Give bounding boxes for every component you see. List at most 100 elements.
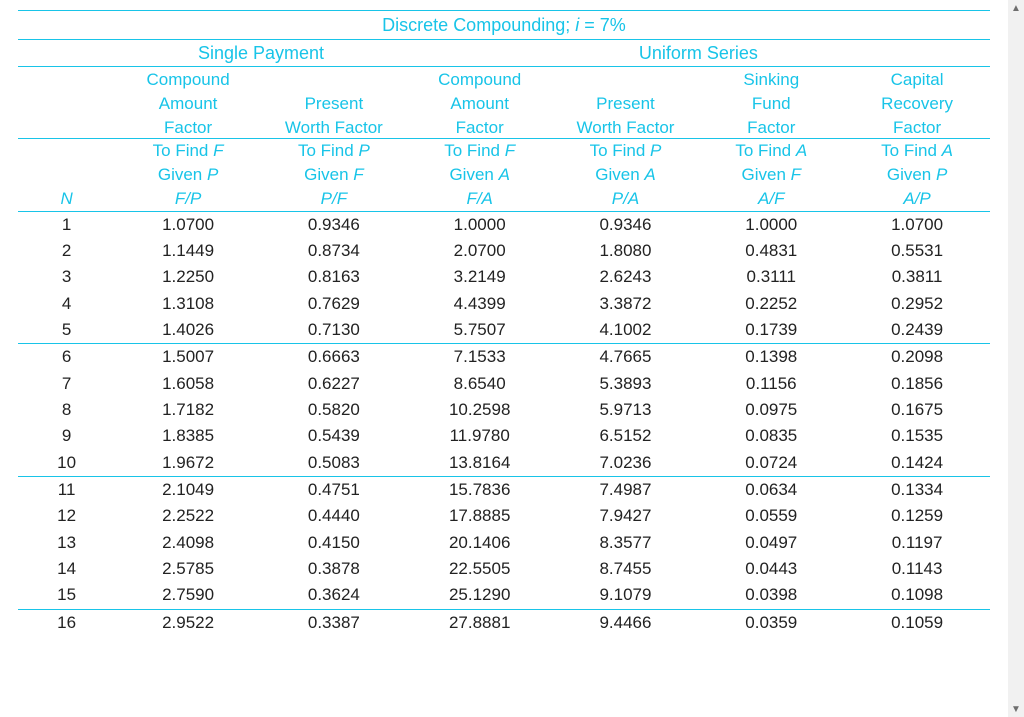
cell-n: 1 bbox=[18, 211, 115, 238]
table-row: 152.75900.362425.12909.10790.03980.1098 bbox=[18, 582, 990, 609]
cell-3: 4.1002 bbox=[553, 317, 699, 344]
table-row: 51.40260.71305.75074.10020.17390.2439 bbox=[18, 317, 990, 344]
cell-3: 1.8080 bbox=[553, 238, 699, 264]
scroll-up-arrow[interactable]: ▲ bbox=[1008, 0, 1024, 16]
cell-1: 0.4440 bbox=[261, 503, 407, 529]
cell-4: 0.1156 bbox=[698, 371, 844, 397]
cell-3: 7.4987 bbox=[553, 476, 699, 503]
cell-5: 0.1424 bbox=[844, 450, 990, 477]
cell-3: 7.9427 bbox=[553, 503, 699, 529]
cell-4: 0.0975 bbox=[698, 397, 844, 423]
cell-4: 0.0497 bbox=[698, 530, 844, 556]
to-find-2: To Find F bbox=[407, 139, 553, 163]
factor-name-row-2: FactorWorth FactorFactorWorth FactorFact… bbox=[18, 115, 990, 139]
table-row: 21.14490.87342.07001.80800.48310.5531 bbox=[18, 238, 990, 264]
cell-3: 9.4466 bbox=[553, 609, 699, 636]
cell-5: 0.2439 bbox=[844, 317, 990, 344]
cell-2: 15.7836 bbox=[407, 476, 553, 503]
cell-3: 4.7665 bbox=[553, 344, 699, 371]
cell-n: 9 bbox=[18, 423, 115, 449]
factor-name-blank bbox=[18, 91, 115, 115]
cell-2: 11.9780 bbox=[407, 423, 553, 449]
cell-3: 3.3872 bbox=[553, 291, 699, 317]
ratio-5: A/P bbox=[844, 187, 990, 211]
cell-3: 9.1079 bbox=[553, 582, 699, 609]
cell-n: 4 bbox=[18, 291, 115, 317]
cell-0: 1.7182 bbox=[115, 397, 261, 423]
cell-2: 7.1533 bbox=[407, 344, 553, 371]
cell-0: 2.9522 bbox=[115, 609, 261, 636]
vertical-scrollbar[interactable]: ▲ ▼ bbox=[1008, 0, 1024, 717]
cell-5: 0.5531 bbox=[844, 238, 990, 264]
table-row: 31.22500.81633.21492.62430.31110.3811 bbox=[18, 264, 990, 290]
cell-1: 0.7629 bbox=[261, 291, 407, 317]
table-row: 101.96720.508313.81647.02360.07240.1424 bbox=[18, 450, 990, 477]
cell-0: 1.8385 bbox=[115, 423, 261, 449]
ratio-row: NF/PP/FF/AP/AA/FA/P bbox=[18, 187, 990, 211]
cell-5: 0.1334 bbox=[844, 476, 990, 503]
cell-2: 27.8881 bbox=[407, 609, 553, 636]
scroll-down-arrow[interactable]: ▼ bbox=[1008, 701, 1024, 717]
given-1: Given F bbox=[261, 163, 407, 187]
factor-name-2-2: Factor bbox=[407, 115, 553, 139]
cell-0: 2.5785 bbox=[115, 556, 261, 582]
cell-4: 0.0443 bbox=[698, 556, 844, 582]
factor-name-row-0: Compound Compound SinkingCapital bbox=[18, 67, 990, 91]
cell-n: 12 bbox=[18, 503, 115, 529]
given-0: Given P bbox=[115, 163, 261, 187]
cell-0: 1.0700 bbox=[115, 211, 261, 238]
section-single: Single Payment bbox=[115, 40, 407, 67]
cell-2: 22.5505 bbox=[407, 556, 553, 582]
cell-0: 1.6058 bbox=[115, 371, 261, 397]
factor-name-4-2: Factor bbox=[698, 115, 844, 139]
factor-name-blank bbox=[18, 115, 115, 139]
table-row: 81.71820.582010.25985.97130.09750.1675 bbox=[18, 397, 990, 423]
cell-1: 0.9346 bbox=[261, 211, 407, 238]
cell-1: 0.4751 bbox=[261, 476, 407, 503]
cell-1: 0.3624 bbox=[261, 582, 407, 609]
cell-n: 15 bbox=[18, 582, 115, 609]
cell-3: 8.3577 bbox=[553, 530, 699, 556]
cell-4: 0.3111 bbox=[698, 264, 844, 290]
table-row: 11.07000.93461.00000.93461.00001.0700 bbox=[18, 211, 990, 238]
cell-3: 6.5152 bbox=[553, 423, 699, 449]
cell-4: 0.1739 bbox=[698, 317, 844, 344]
factor-name-blank bbox=[18, 67, 115, 91]
cell-0: 2.2522 bbox=[115, 503, 261, 529]
cell-3: 5.9713 bbox=[553, 397, 699, 423]
factor-name-4-0: Sinking bbox=[698, 67, 844, 91]
cell-5: 0.1259 bbox=[844, 503, 990, 529]
cell-5: 0.1856 bbox=[844, 371, 990, 397]
cell-1: 0.5820 bbox=[261, 397, 407, 423]
cell-1: 0.8734 bbox=[261, 238, 407, 264]
to-find-3: To Find P bbox=[553, 139, 699, 163]
section-row: Single PaymentUniform Series bbox=[18, 40, 990, 67]
table-viewport: Discrete Compounding; i = 7%Single Payme… bbox=[0, 0, 1008, 717]
cell-2: 2.0700 bbox=[407, 238, 553, 264]
cell-5: 0.1059 bbox=[844, 609, 990, 636]
to-find-blank bbox=[18, 139, 115, 163]
cell-4: 1.0000 bbox=[698, 211, 844, 238]
to-find-1: To Find P bbox=[261, 139, 407, 163]
factor-name-1-1: Present bbox=[261, 91, 407, 115]
to-find-0: To Find F bbox=[115, 139, 261, 163]
cell-n: 10 bbox=[18, 450, 115, 477]
cell-2: 17.8885 bbox=[407, 503, 553, 529]
cell-n: 6 bbox=[18, 344, 115, 371]
cell-5: 0.1098 bbox=[844, 582, 990, 609]
cell-2: 5.7507 bbox=[407, 317, 553, 344]
title-prefix: Discrete Compounding; bbox=[382, 15, 575, 35]
cell-5: 0.2098 bbox=[844, 344, 990, 371]
factor-name-1-2: Worth Factor bbox=[261, 115, 407, 139]
given-blank bbox=[18, 163, 115, 187]
cell-4: 0.0559 bbox=[698, 503, 844, 529]
cell-2: 13.8164 bbox=[407, 450, 553, 477]
factor-name-1-0 bbox=[261, 67, 407, 91]
n-header: N bbox=[18, 187, 115, 211]
cell-5: 0.1197 bbox=[844, 530, 990, 556]
cell-2: 10.2598 bbox=[407, 397, 553, 423]
cell-n: 16 bbox=[18, 609, 115, 636]
given-3: Given A bbox=[553, 163, 699, 187]
cell-4: 0.0724 bbox=[698, 450, 844, 477]
cell-4: 0.2252 bbox=[698, 291, 844, 317]
